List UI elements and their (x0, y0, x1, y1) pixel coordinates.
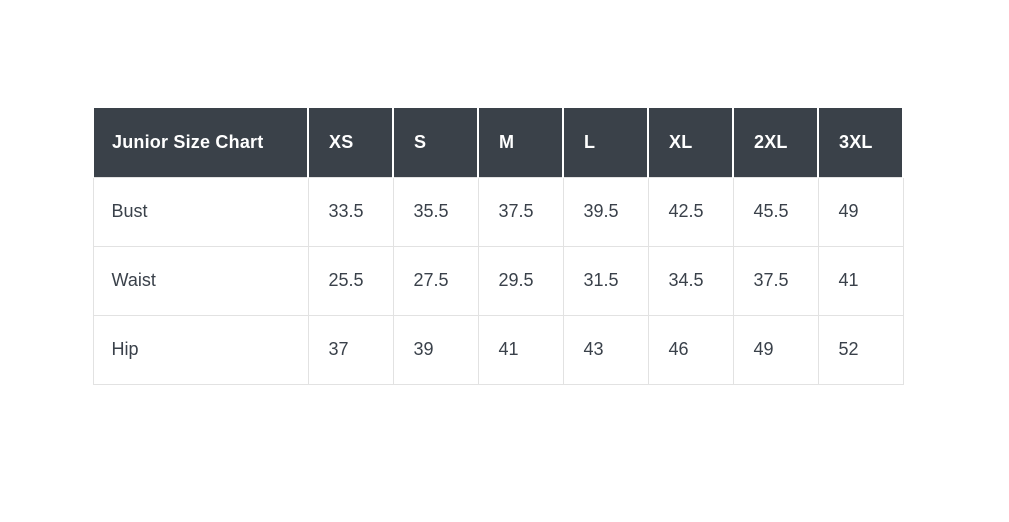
size-chart-container: Junior Size Chart XS S M L XL 2XL 3XL Bu… (92, 108, 904, 385)
bust-value-s: 35.5 (392, 176, 479, 247)
waist-value-2xl: 37.5 (732, 245, 819, 316)
hip-value-m: 41 (477, 314, 564, 385)
column-header-xl: XL (647, 108, 734, 177)
header-row: Junior Size Chart XS S M L XL 2XL 3XL (92, 108, 904, 177)
row-label-waist: Waist (92, 245, 309, 316)
column-header-2xl: 2XL (732, 108, 819, 177)
column-header-m: M (477, 108, 564, 177)
table-title-cell: Junior Size Chart (92, 108, 309, 177)
waist-value-xl: 34.5 (647, 245, 734, 316)
column-header-3xl: 3XL (817, 108, 904, 177)
bust-value-l: 39.5 (562, 176, 649, 247)
bust-value-xl: 42.5 (647, 176, 734, 247)
hip-value-2xl: 49 (732, 314, 819, 385)
bust-value-2xl: 45.5 (732, 176, 819, 247)
bust-value-3xl: 49 (817, 176, 904, 247)
waist-value-xs: 25.5 (307, 245, 394, 316)
bust-value-m: 37.5 (477, 176, 564, 247)
column-header-xs: XS (307, 108, 394, 177)
row-label-hip: Hip (92, 314, 309, 385)
column-header-s: S (392, 108, 479, 177)
column-header-l: L (562, 108, 649, 177)
bust-value-xs: 33.5 (307, 176, 394, 247)
table-row-hip: Hip 37 39 41 43 46 49 52 (92, 314, 904, 385)
table-row-waist: Waist 25.5 27.5 29.5 31.5 34.5 37.5 41 (92, 245, 904, 316)
size-chart-header: Junior Size Chart XS S M L XL 2XL 3XL (92, 108, 904, 177)
hip-value-xl: 46 (647, 314, 734, 385)
waist-value-m: 29.5 (477, 245, 564, 316)
hip-value-xs: 37 (307, 314, 394, 385)
waist-value-l: 31.5 (562, 245, 649, 316)
hip-value-s: 39 (392, 314, 479, 385)
hip-value-l: 43 (562, 314, 649, 385)
row-label-bust: Bust (92, 176, 309, 247)
table-row-bust: Bust 33.5 35.5 37.5 39.5 42.5 45.5 49 (92, 176, 904, 247)
waist-value-3xl: 41 (817, 245, 904, 316)
hip-value-3xl: 52 (817, 314, 904, 385)
junior-size-chart-table: Junior Size Chart XS S M L XL 2XL 3XL Bu… (92, 108, 904, 385)
waist-value-s: 27.5 (392, 245, 479, 316)
size-chart-body: Bust 33.5 35.5 37.5 39.5 42.5 45.5 49 Wa… (92, 176, 904, 385)
